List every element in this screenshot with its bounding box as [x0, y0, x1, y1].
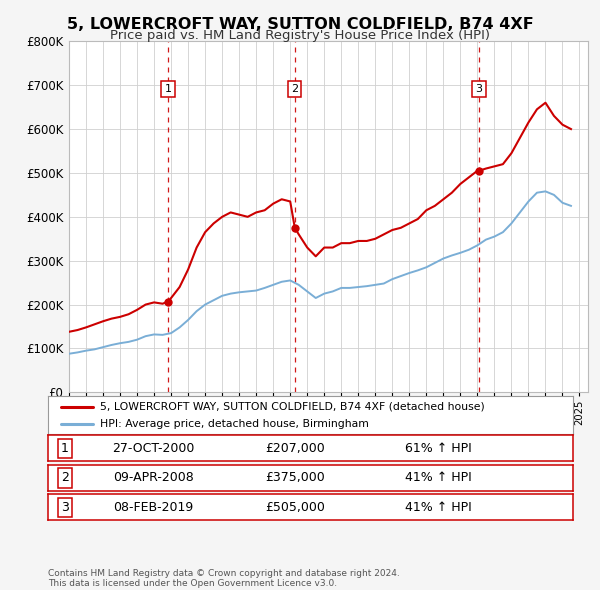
Text: £375,000: £375,000 — [265, 471, 325, 484]
Text: 61% ↑ HPI: 61% ↑ HPI — [405, 442, 472, 455]
Text: 1: 1 — [164, 84, 172, 94]
Text: 08-FEB-2019: 08-FEB-2019 — [113, 501, 193, 514]
Text: Contains HM Land Registry data © Crown copyright and database right 2024.
This d: Contains HM Land Registry data © Crown c… — [48, 569, 400, 588]
Text: 09-APR-2008: 09-APR-2008 — [113, 471, 193, 484]
Text: 41% ↑ HPI: 41% ↑ HPI — [405, 501, 472, 514]
Text: HPI: Average price, detached house, Birmingham: HPI: Average price, detached house, Birm… — [101, 419, 370, 428]
Text: 1: 1 — [61, 442, 69, 455]
Text: 3: 3 — [476, 84, 482, 94]
Text: 27-OCT-2000: 27-OCT-2000 — [112, 442, 194, 455]
Text: Price paid vs. HM Land Registry's House Price Index (HPI): Price paid vs. HM Land Registry's House … — [110, 30, 490, 42]
Text: 41% ↑ HPI: 41% ↑ HPI — [405, 471, 472, 484]
Text: 2: 2 — [291, 84, 298, 94]
Text: £207,000: £207,000 — [265, 442, 325, 455]
Text: 2: 2 — [61, 471, 69, 484]
Text: 5, LOWERCROFT WAY, SUTTON COLDFIELD, B74 4XF (detached house): 5, LOWERCROFT WAY, SUTTON COLDFIELD, B74… — [101, 402, 485, 411]
Text: 3: 3 — [61, 501, 69, 514]
Text: £505,000: £505,000 — [265, 501, 325, 514]
Text: 5, LOWERCROFT WAY, SUTTON COLDFIELD, B74 4XF: 5, LOWERCROFT WAY, SUTTON COLDFIELD, B74… — [67, 17, 533, 31]
